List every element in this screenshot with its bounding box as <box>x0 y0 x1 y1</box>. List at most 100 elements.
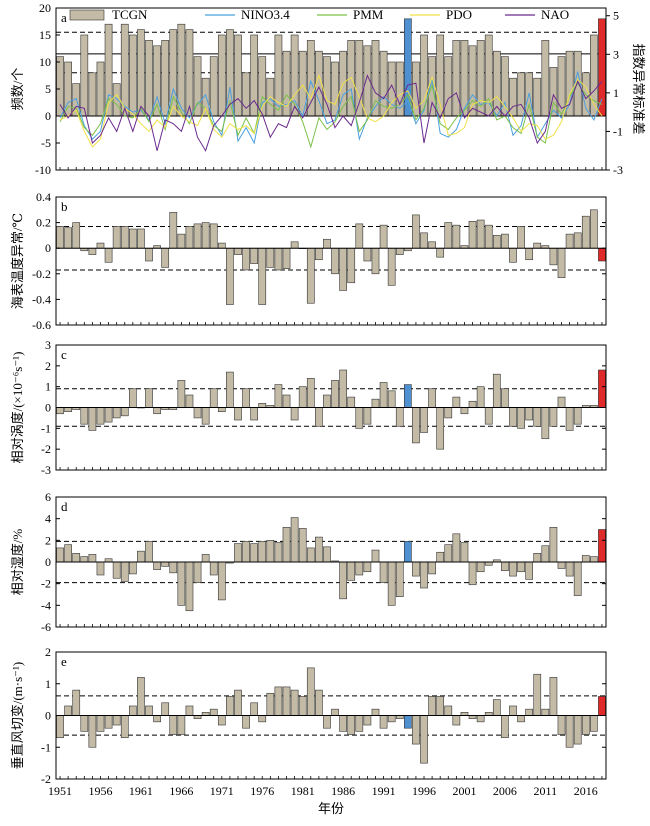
bar-b-1953 <box>72 222 81 249</box>
bar-c-1985 <box>331 380 339 408</box>
bar-a-1988 <box>355 40 364 117</box>
bar-b-1991 <box>379 224 388 249</box>
bar-e-1986 <box>339 715 347 732</box>
bar-e-2000 <box>452 715 461 726</box>
bar-b-2009 <box>525 247 534 261</box>
bar-b-2002 <box>468 221 477 249</box>
bar-e-1995 <box>412 715 420 745</box>
bar-b-1968 <box>193 223 202 249</box>
bar-e-1992 <box>387 715 396 723</box>
y-tick-label: 0 <box>45 709 51 723</box>
bar-d-2013 <box>557 561 566 569</box>
bar-d-1968 <box>193 561 202 583</box>
bar-b-2000 <box>452 224 461 249</box>
bar-c-1994 <box>403 384 412 408</box>
bar-c-2006 <box>501 388 509 408</box>
bar-a-1967 <box>185 29 194 117</box>
y-tick-label: -1 <box>41 421 51 435</box>
bar-e-1966 <box>177 715 186 735</box>
bar-c-2014 <box>565 407 574 431</box>
bar-d-2018 <box>598 529 606 563</box>
bar-d-1980 <box>290 517 299 563</box>
bar-e-1975 <box>250 702 259 716</box>
y-tick-label: 1 <box>45 380 51 394</box>
bar-c-1988 <box>355 407 364 429</box>
bar-a-1974 <box>242 72 250 117</box>
bar-b-2010 <box>533 242 542 249</box>
bar-b-1989 <box>363 247 372 262</box>
bar-a-1964 <box>161 40 170 117</box>
bar-c-1976 <box>258 403 267 408</box>
y-axis-label-e: 垂直风切变/(m·s⁻¹) <box>10 662 25 770</box>
bar-b-2008 <box>517 226 525 249</box>
bar-d-1959 <box>120 561 129 582</box>
bar-d-1998 <box>436 551 445 563</box>
bar-c-1954 <box>80 407 89 425</box>
bar-c-1966 <box>177 380 186 408</box>
bar-e-1989 <box>363 715 372 726</box>
bar-d-1965 <box>169 561 178 574</box>
y-tick-label: -3 <box>41 463 51 477</box>
series-line-pmm <box>59 82 603 149</box>
bar-b-1986 <box>339 247 347 291</box>
right-tick-label: 3 <box>613 47 619 61</box>
bar-d-2014 <box>565 561 574 577</box>
bar-c-2012 <box>549 407 558 427</box>
panel-letter-a: a <box>61 10 67 25</box>
bar-d-2003 <box>476 561 485 573</box>
y-tick-label: 2 <box>45 359 51 373</box>
bar-d-2017 <box>590 556 598 563</box>
bar-e-1980 <box>290 689 299 716</box>
bar-b-1959 <box>120 226 129 249</box>
bar-b-2004 <box>484 224 493 249</box>
bar-a-1962 <box>145 40 153 117</box>
bar-e-1955 <box>88 715 97 748</box>
bar-c-1982 <box>306 378 315 408</box>
bar-c-1997 <box>428 388 436 408</box>
y-tick-label: 4 <box>45 512 51 526</box>
bar-d-1958 <box>112 561 121 579</box>
y-tick-label: -6 <box>41 620 51 634</box>
bar-b-1995 <box>412 214 420 249</box>
bar-e-2014 <box>565 715 574 748</box>
y-axis-label-c: 相对涡度/(×10⁻⁶s⁻¹) <box>10 352 25 464</box>
bar-d-2010 <box>533 553 542 563</box>
bar-d-1991 <box>379 561 388 583</box>
bar-c-1969 <box>201 407 210 425</box>
bar-a-2014 <box>565 50 574 117</box>
bar-d-1977 <box>266 540 275 563</box>
bar-b-1978 <box>274 247 283 271</box>
bar-d-1969 <box>201 554 210 563</box>
y-tick-label: -4 <box>41 598 51 612</box>
bar-a-1971 <box>217 34 226 117</box>
x-tick-label: 1996 <box>412 784 436 798</box>
bar-a-2018 <box>598 18 606 117</box>
bar-b-1967 <box>185 226 194 249</box>
y-tick-label: -0.4 <box>32 292 51 306</box>
bar-e-1987 <box>347 715 356 735</box>
bar-e-1970 <box>209 708 218 716</box>
bar-d-2001 <box>460 542 469 563</box>
bar-e-2018 <box>598 696 606 716</box>
bar-b-1964 <box>161 247 170 268</box>
bar-b-1997 <box>428 241 436 249</box>
x-tick-label: 1961 <box>129 784 153 798</box>
bar-d-1994 <box>403 541 412 563</box>
bar-b-1972 <box>226 247 234 305</box>
bar-d-1976 <box>258 541 267 563</box>
y-tick-label: -0.6 <box>32 318 51 332</box>
bar-c-1958 <box>112 407 121 419</box>
bar-c-2000 <box>452 396 461 408</box>
bar-d-1990 <box>371 549 380 563</box>
bar-e-2015 <box>573 715 582 745</box>
bar-b-1973 <box>234 247 242 255</box>
bar-d-1996 <box>420 561 428 589</box>
legend-label-nino34: NINO3.4 <box>241 7 290 22</box>
bar-c-1989 <box>363 407 372 425</box>
bar-a-1961 <box>137 29 145 117</box>
bar-e-1954 <box>80 715 89 732</box>
bar-b-2005 <box>492 235 501 249</box>
bar-d-1986 <box>339 561 347 600</box>
bar-c-2008 <box>517 407 525 429</box>
bar-d-1970 <box>209 561 218 576</box>
